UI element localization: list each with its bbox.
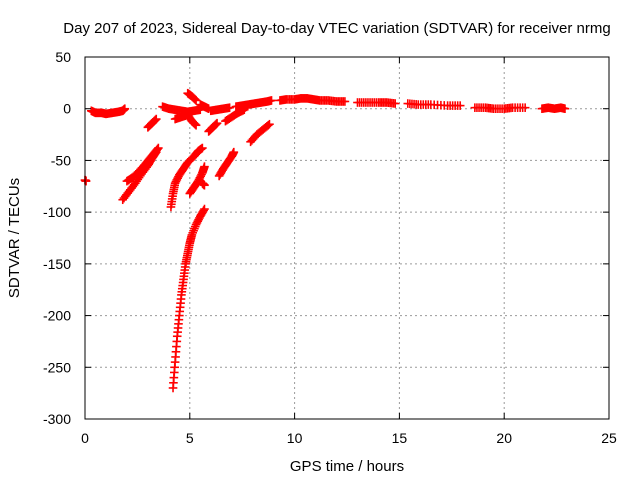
- data-point: [198, 143, 207, 153]
- data-point: [154, 143, 163, 153]
- data-point: [153, 144, 162, 154]
- data-point: [191, 120, 201, 130]
- x-tick-label: 15: [392, 430, 408, 446]
- data-point: [200, 180, 209, 190]
- data-point: [265, 119, 274, 129]
- y-tick-label: -250: [43, 359, 71, 375]
- y-tick-label: 50: [55, 49, 71, 65]
- data-point: [190, 120, 200, 129]
- data-point: [225, 103, 234, 112]
- data-point: [151, 114, 161, 124]
- data-points-layer: [80, 88, 570, 393]
- data-point: [212, 118, 222, 128]
- y-tick-labels: 50 0 -50 -100 -150 -200 -250 -300: [43, 49, 71, 427]
- ticks-layer: [84, 56, 610, 420]
- x-tick-label: 25: [601, 430, 617, 446]
- data-point: [263, 120, 273, 130]
- y-tick-label: -50: [51, 152, 71, 168]
- grid-layer: [85, 57, 609, 419]
- data-point: [560, 104, 570, 114]
- data-point: [200, 162, 209, 171]
- y-tick-label: -150: [43, 256, 71, 272]
- data-point: [520, 103, 530, 112]
- y-tick-label: 0: [63, 101, 71, 117]
- data-point: [229, 147, 239, 157]
- y-tick-label: -100: [43, 204, 71, 220]
- data-point: [190, 95, 200, 104]
- data-point: [120, 104, 130, 114]
- x-tick-label: 20: [496, 430, 512, 446]
- data-point: [267, 96, 276, 105]
- x-tick-label: 0: [81, 430, 89, 446]
- y-axis-label: SDTVAR / TECUs: [6, 178, 23, 298]
- chart-title: Day 207 of 2023, Sidereal Day-to-day VTE…: [63, 20, 610, 37]
- y-tick-label: -300: [43, 411, 71, 427]
- x-tick-label: 5: [186, 430, 194, 446]
- y-tick-label: -200: [43, 308, 71, 324]
- data-point: [340, 97, 350, 106]
- data-point: [151, 115, 160, 125]
- data-point: [455, 101, 465, 110]
- x-axis-label: GPS time / hours: [290, 458, 404, 475]
- x-tick-labels: 0 5 10 15 20 25: [81, 430, 617, 446]
- data-point: [199, 206, 208, 215]
- data-point: [390, 99, 400, 108]
- x-tick-label: 10: [287, 430, 303, 446]
- plot-frame: [84, 56, 610, 420]
- data-point: [191, 96, 201, 105]
- data-point: [211, 119, 221, 129]
- data-point: [81, 176, 91, 186]
- data-point: [200, 204, 209, 214]
